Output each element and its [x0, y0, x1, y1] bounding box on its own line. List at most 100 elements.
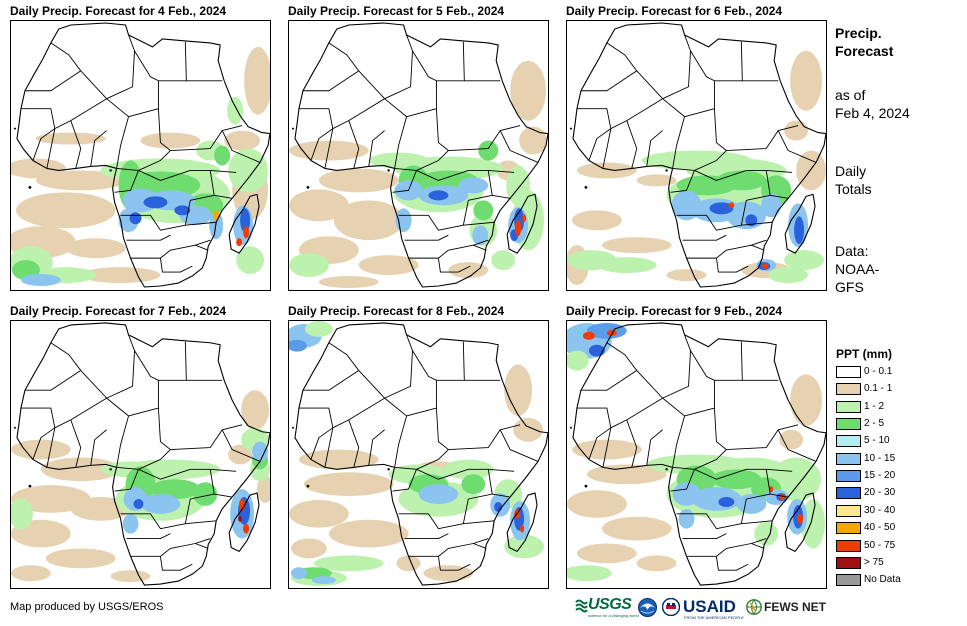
country-border — [588, 128, 612, 161]
country-border — [694, 468, 793, 480]
panel-title-feb-7: Daily Precip. Forecast for 7 Feb., 2024 — [10, 304, 227, 318]
legend-label: 1 - 2 — [864, 400, 885, 412]
precip-area — [224, 130, 261, 151]
precip-area — [11, 565, 51, 582]
precip-area — [396, 555, 421, 572]
precip-area — [80, 267, 161, 284]
precip-area — [606, 329, 617, 336]
legend-item: 10 - 15 — [836, 452, 946, 465]
island-marker — [13, 127, 16, 130]
country-border — [24, 70, 81, 92]
precip-area — [122, 513, 139, 534]
legend-label: No Data — [864, 574, 901, 586]
legend-item: 50 - 75 — [836, 539, 946, 552]
country-border — [676, 214, 773, 231]
country-border — [740, 194, 771, 226]
country-border — [394, 116, 407, 169]
precip-area — [304, 321, 333, 337]
legend-item: 1 - 2 — [836, 400, 946, 413]
country-border — [436, 41, 465, 82]
country-border — [437, 258, 471, 273]
africa-coastline — [294, 322, 548, 586]
country-border — [157, 108, 171, 151]
country-border — [435, 407, 449, 450]
africa-coastline — [572, 22, 826, 288]
legend-item: 5 - 10 — [836, 435, 946, 448]
country-border — [576, 397, 663, 429]
precip-area — [227, 96, 244, 125]
panel-title-feb-5: Daily Precip. Forecast for 5 Feb., 2024 — [288, 4, 505, 18]
country-border — [20, 98, 107, 130]
country-border — [130, 244, 209, 259]
country-border — [412, 350, 437, 381]
precip-area — [522, 214, 527, 223]
country-border — [50, 342, 82, 371]
country-border — [32, 128, 56, 161]
usgs-wave-icon — [575, 599, 588, 613]
country-border — [116, 116, 129, 169]
legend-label: 30 - 40 — [864, 504, 896, 516]
precip-area — [745, 214, 758, 227]
precip-layer — [11, 46, 270, 287]
sidebar-as-of-line: Feb 4, 2024 — [835, 105, 910, 121]
country-border — [448, 125, 521, 151]
precip-area — [728, 202, 735, 209]
africa-precip-map — [567, 322, 826, 586]
country-border — [70, 120, 82, 169]
map-panel-feb-8 — [288, 320, 549, 589]
precip-area — [520, 524, 525, 533]
island-marker — [569, 127, 572, 130]
legend-label: 10 - 15 — [864, 452, 896, 464]
legend-swatch — [836, 400, 861, 413]
map-panel-feb-4 — [10, 20, 271, 291]
border-layer — [294, 322, 548, 586]
legend-item: 40 - 50 — [836, 522, 946, 535]
country-border — [646, 130, 663, 167]
country-border — [602, 427, 612, 468]
precip-area — [289, 253, 329, 278]
border-layer — [16, 322, 270, 586]
island-marker — [387, 169, 390, 172]
country-border — [682, 533, 727, 540]
sidebar-source-line: Data: — [835, 243, 869, 259]
country-border — [682, 234, 727, 241]
legend-swatch — [836, 383, 861, 396]
country-border — [398, 513, 495, 530]
legend-swatch — [836, 470, 861, 483]
precip-area — [491, 250, 516, 271]
country-border — [672, 449, 727, 470]
precip-area — [666, 269, 707, 282]
precip-area — [20, 274, 61, 287]
precip-area — [236, 246, 265, 275]
legend-item: No Data — [836, 574, 946, 587]
country-border — [714, 41, 743, 82]
panel-title-feb-4: Daily Precip. Forecast for 4 Feb., 2024 — [10, 4, 227, 18]
precip-area — [174, 205, 191, 216]
legend-label: > 75 — [864, 556, 884, 568]
precip-area — [567, 490, 627, 518]
precip-area — [576, 162, 637, 179]
island-marker — [665, 169, 668, 172]
sidebar-source-line: NOAA- — [835, 261, 880, 277]
precip-area — [228, 148, 269, 193]
country-border — [398, 214, 495, 231]
country-border — [672, 415, 685, 468]
precip-area — [45, 548, 116, 569]
country-border — [626, 419, 638, 468]
precip-area — [513, 417, 544, 442]
country-border — [158, 341, 187, 381]
precip-area — [11, 439, 71, 460]
precip-area — [290, 567, 307, 580]
island-marker — [109, 169, 112, 172]
precip-area — [711, 469, 762, 490]
country-border — [636, 34, 691, 100]
border-layer — [572, 322, 826, 586]
precip-area — [333, 200, 404, 241]
legend-label: 40 - 50 — [864, 522, 896, 534]
country-border — [328, 342, 360, 371]
island-marker — [13, 426, 16, 429]
border-layer — [16, 22, 270, 288]
precip-area — [418, 484, 459, 504]
country-border — [368, 130, 385, 167]
country-border — [159, 258, 193, 273]
